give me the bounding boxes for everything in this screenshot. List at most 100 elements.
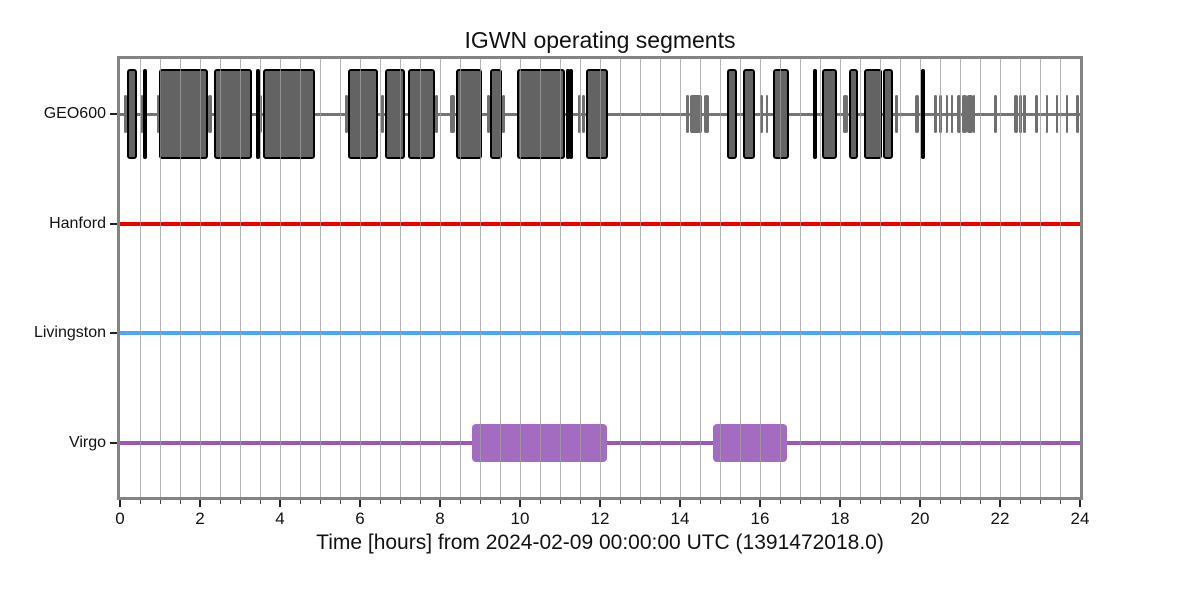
x-tick-major	[759, 500, 761, 507]
gridline	[879, 59, 881, 497]
x-tick-minor	[259, 500, 261, 504]
gridline	[639, 59, 641, 497]
segment-active-geo600	[143, 69, 148, 159]
x-tick-minor	[459, 500, 461, 504]
gridline	[679, 59, 681, 497]
x-tick-label: 18	[830, 509, 850, 528]
x-tick-major	[519, 500, 521, 507]
segment-active-geo600	[920, 69, 925, 159]
gridline	[339, 59, 341, 497]
segment-known-geo600	[967, 95, 973, 133]
segment-active-geo600	[214, 69, 252, 159]
segment-known-virgo	[712, 424, 787, 462]
segment-active-geo600	[727, 69, 738, 159]
segment-known-geo600	[1056, 95, 1059, 133]
x-tick-minor	[319, 500, 321, 504]
segment-active-geo600	[126, 69, 138, 159]
gridline	[439, 59, 441, 497]
x-tick-minor	[979, 500, 981, 504]
gridline	[719, 59, 721, 497]
x-tick-label: 6	[355, 509, 365, 528]
x-tick-minor	[959, 500, 961, 504]
x-tick-minor	[659, 500, 661, 504]
gridline	[619, 59, 621, 497]
gridline	[319, 59, 321, 497]
gridline	[459, 59, 461, 497]
segment-known-geo600	[686, 95, 690, 133]
x-tick-minor	[619, 500, 621, 504]
gridline	[739, 59, 741, 497]
x-tick-minor	[639, 500, 641, 504]
gridline	[819, 59, 821, 497]
x-tick-minor	[719, 500, 721, 504]
segment-known-geo600	[501, 95, 506, 133]
segment-known-geo600	[486, 95, 490, 133]
gridline	[899, 59, 901, 497]
segment-known-geo600	[1046, 95, 1049, 133]
x-tick-label: 0	[115, 509, 125, 528]
x-tick-minor	[879, 500, 881, 504]
x-tick-minor	[819, 500, 821, 504]
x-tick-major	[839, 500, 841, 507]
x-tick-major	[279, 500, 281, 507]
segment-known-geo600	[345, 95, 349, 133]
x-tick-major	[999, 500, 1001, 507]
gridline	[299, 59, 301, 497]
x-tick-label: 2	[195, 509, 205, 528]
segment-known-geo600	[450, 95, 456, 133]
segment-active-geo600	[772, 69, 790, 159]
x-tick-label: 10	[510, 509, 530, 528]
x-tick-label: 24	[1070, 509, 1090, 528]
gridline	[699, 59, 701, 497]
x-tick-minor	[419, 500, 421, 504]
gridline	[579, 59, 581, 497]
gridline	[959, 59, 961, 497]
gridline	[479, 59, 481, 497]
segment-known-geo600	[842, 95, 849, 133]
segment-known-geo600	[582, 95, 585, 133]
gridline	[1059, 59, 1061, 497]
x-tick-label: 20	[910, 509, 930, 528]
segment-active-geo600	[821, 69, 837, 159]
segment-known-geo600	[1035, 95, 1039, 133]
x-tick-major	[599, 500, 601, 507]
x-tick-minor	[139, 500, 141, 504]
x-tick-minor	[1039, 500, 1041, 504]
x-tick-minor	[299, 500, 301, 504]
y-tick	[110, 442, 117, 444]
x-tick-minor	[779, 500, 781, 504]
y-axis-label-livingston: Livingston	[33, 324, 106, 341]
segment-active-geo600	[385, 69, 406, 159]
segment-active-geo600	[864, 69, 882, 159]
segment-known-geo600	[208, 95, 213, 133]
x-tick-label: 12	[590, 509, 610, 528]
x-tick-minor	[539, 500, 541, 504]
x-axis-label: Time [hours] from 2024-02-09 00:00:00 UT…	[316, 531, 884, 554]
segment-known-geo600	[938, 95, 943, 133]
segment-known-geo600	[577, 95, 581, 133]
x-tick-label: 14	[670, 509, 690, 528]
x-tick-label: 22	[990, 509, 1010, 528]
segment-known-geo600	[1066, 95, 1069, 133]
segment-known-geo600	[950, 95, 953, 133]
chart-title: IGWN operating segments	[464, 27, 736, 53]
gridline	[839, 59, 841, 497]
gridline	[279, 59, 281, 497]
x-tick-label: 16	[750, 509, 770, 528]
segment-active-geo600	[408, 69, 436, 159]
x-tick-minor	[859, 500, 861, 504]
x-tick-minor	[739, 500, 741, 504]
segment-known-geo600	[915, 95, 920, 133]
segment-active-geo600	[812, 69, 817, 159]
segment-known-geo600	[946, 95, 949, 133]
plot-area	[117, 56, 1083, 500]
x-tick-major	[199, 500, 201, 507]
gridline	[799, 59, 801, 497]
gridline	[779, 59, 781, 497]
segment-known-geo600	[157, 95, 160, 133]
segment-active-geo600	[490, 69, 502, 159]
x-tick-minor	[219, 500, 221, 504]
segment-known-geo600	[1014, 95, 1019, 133]
segment-active-geo600	[743, 69, 756, 159]
